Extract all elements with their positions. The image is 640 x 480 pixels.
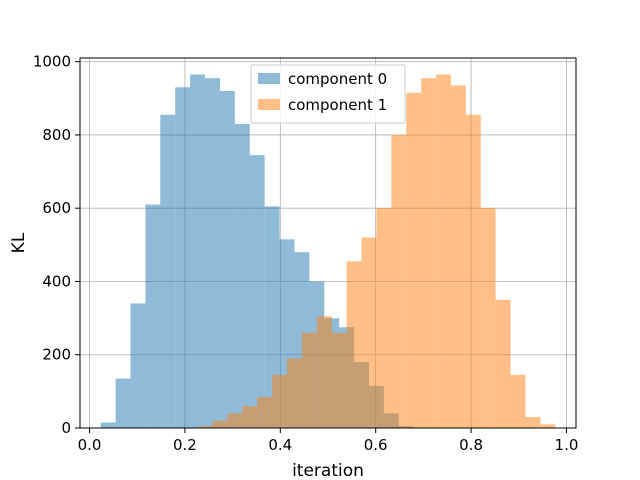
- bar-component-0: [190, 74, 206, 429]
- y-tick-label: 200: [42, 346, 71, 364]
- bar-component-0: [145, 204, 161, 428]
- x-tick-label: 0.0: [78, 436, 102, 454]
- x-tick-label: 0.8: [459, 436, 483, 454]
- bar-component-1: [436, 74, 451, 429]
- legend-label-component-0: component 0: [288, 70, 387, 88]
- bar-component-1: [212, 420, 228, 428]
- bar-component-0: [234, 123, 250, 428]
- y-tick-label: 600: [42, 199, 71, 217]
- x-tick-label: 1.0: [555, 436, 579, 454]
- bar-component-1: [346, 261, 362, 428]
- bar-component-0: [130, 303, 146, 428]
- bar-component-1: [316, 316, 332, 428]
- bar-component-1: [197, 426, 213, 428]
- bar-component-0: [160, 114, 176, 429]
- bar-component-1: [450, 85, 466, 428]
- bar-component-1: [406, 92, 422, 429]
- legend-swatch-component-0: [258, 73, 280, 84]
- bar-component-1: [227, 413, 243, 428]
- legend-swatch-component-1: [258, 99, 280, 110]
- bar-component-0: [175, 87, 191, 428]
- y-tick-label: 400: [42, 272, 71, 290]
- bar-component-1: [391, 134, 407, 428]
- plot-frame: [79, 57, 577, 429]
- y-tick-label: 0: [61, 419, 71, 437]
- bar-component-0: [264, 206, 280, 428]
- y-axis-label: KL: [9, 232, 29, 253]
- bar-component-1: [301, 332, 317, 428]
- bar-component-0: [100, 422, 116, 428]
- bar-component-1: [331, 332, 347, 428]
- bar-component-0: [205, 78, 220, 429]
- x-tick-label: 0.6: [364, 436, 388, 454]
- legend-label-component-1: component 1: [288, 96, 387, 114]
- bars: [100, 74, 556, 429]
- bar-component-1: [421, 78, 437, 429]
- bar-component-0: [249, 155, 265, 428]
- bar-component-1: [242, 406, 258, 428]
- bar-component-0: [115, 378, 131, 428]
- x-axis-label: iteration: [292, 461, 364, 480]
- legend-box: [250, 64, 406, 124]
- axis-ticks: 0.0 0.2 0.4 0.6 0.8 1.0 0 200 400 600 800 1000: [33, 53, 579, 454]
- y-tick-label: 800: [42, 126, 71, 144]
- y-tick-label: 1000: [33, 53, 71, 71]
- legend: component 0 component 1: [250, 64, 406, 124]
- bar-component-1: [361, 237, 377, 428]
- bar-component-1: [272, 374, 288, 428]
- bar-component-1: [525, 417, 541, 428]
- bar-component-1: [540, 424, 556, 428]
- bar-component-1: [257, 396, 273, 428]
- bar-component-1: [495, 299, 511, 428]
- bar-component-0: [219, 90, 235, 428]
- bar-component-1: [510, 374, 526, 428]
- bar-component-1: [480, 208, 496, 428]
- bar-component-1: [376, 208, 392, 428]
- x-tick-label: 0.2: [173, 436, 197, 454]
- bar-component-1: [287, 358, 302, 428]
- bar-component-1: [465, 114, 481, 429]
- x-tick-label: 0.4: [268, 436, 292, 454]
